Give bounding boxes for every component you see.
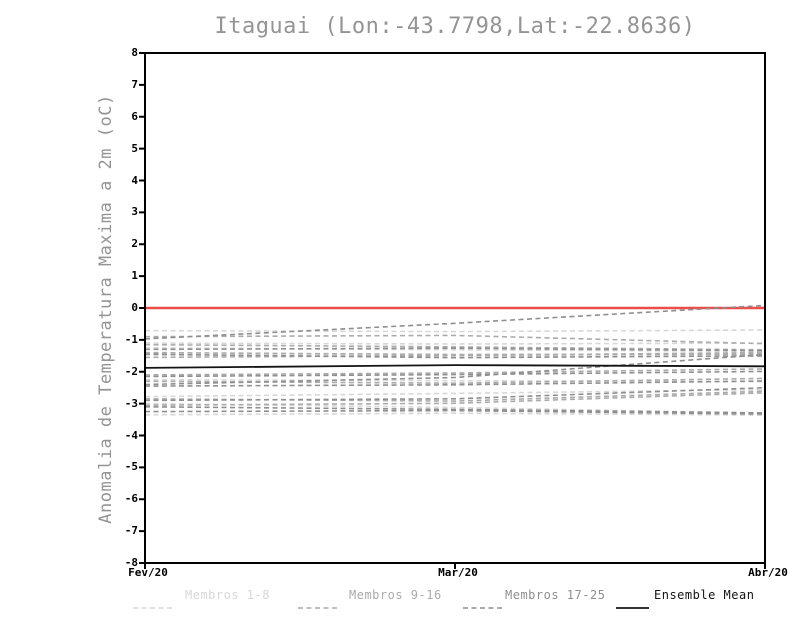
ensemble-member-line <box>144 342 766 345</box>
legend-label-membros-17-25: Membros 17-25 <box>505 588 606 602</box>
y-tick-label: -6 <box>124 492 138 506</box>
ensemble-member-line <box>144 392 766 406</box>
y-tick-label: 7 <box>131 77 138 91</box>
ensemble-member-line <box>144 412 766 416</box>
y-tick-label: 2 <box>131 237 138 251</box>
ensemble-member-line <box>144 378 766 383</box>
legend-line-ensemble-mean <box>616 595 649 614</box>
legend-line-membros-1-8 <box>133 595 173 614</box>
ensemble-member-line <box>144 304 766 340</box>
legend-label-membros-1-8: Membros 1-8 <box>185 588 270 602</box>
legend-line-membros-17-25 <box>463 595 503 614</box>
ensemble-member-line <box>144 388 766 398</box>
y-tick-label: 8 <box>131 46 138 59</box>
y-tick-label: 0 <box>131 301 138 314</box>
y-tick-label: -2 <box>124 364 138 378</box>
ensemble-member-line <box>144 370 766 378</box>
y-tick-label: 4 <box>131 173 138 187</box>
ensemble-member-line <box>144 380 766 387</box>
x-tick-label: Abr/20 <box>748 566 788 579</box>
ensemble-member-line <box>144 329 766 333</box>
y-tick-label: 3 <box>131 205 138 219</box>
y-tick-label: -4 <box>124 428 138 442</box>
x-tick-label: Mar/20 <box>438 566 478 579</box>
ensemble-member-line <box>144 347 766 352</box>
legend-label-ensemble-mean: Ensemble Mean <box>654 588 755 602</box>
ensemble-member-line <box>144 386 766 402</box>
y-tick-label: -1 <box>124 332 138 346</box>
y-tick-label: -3 <box>124 396 138 410</box>
y-tick-label: -7 <box>124 524 138 538</box>
ensemble-member-line <box>144 368 766 376</box>
ensemble-member-line <box>144 351 766 356</box>
ensemble-member-line <box>144 334 766 345</box>
ensemble-member-line <box>144 351 766 359</box>
y-tick-label: 5 <box>131 141 138 155</box>
legend-label-membros-9-16: Membros 9-16 <box>349 588 442 602</box>
x-tick-label: Fev/20 <box>128 566 168 579</box>
ensemble-member-line <box>144 343 766 351</box>
y-tick-label: 1 <box>131 269 138 283</box>
y-tick-label: -5 <box>124 460 138 474</box>
chart-title: Itaguai (Lon:-43.7798,Lat:-22.8636) <box>214 14 696 39</box>
ensemble-member-line <box>144 353 766 386</box>
ensemble-member-line <box>144 406 766 414</box>
y-tick-label: -8 <box>124 556 138 569</box>
ensemble-member-line <box>144 353 766 359</box>
legend-line-membros-9-16 <box>298 595 338 614</box>
ensemble-member-line <box>144 409 766 415</box>
ensemble-mean-line <box>144 364 766 369</box>
y-tick-label: 6 <box>131 109 138 123</box>
